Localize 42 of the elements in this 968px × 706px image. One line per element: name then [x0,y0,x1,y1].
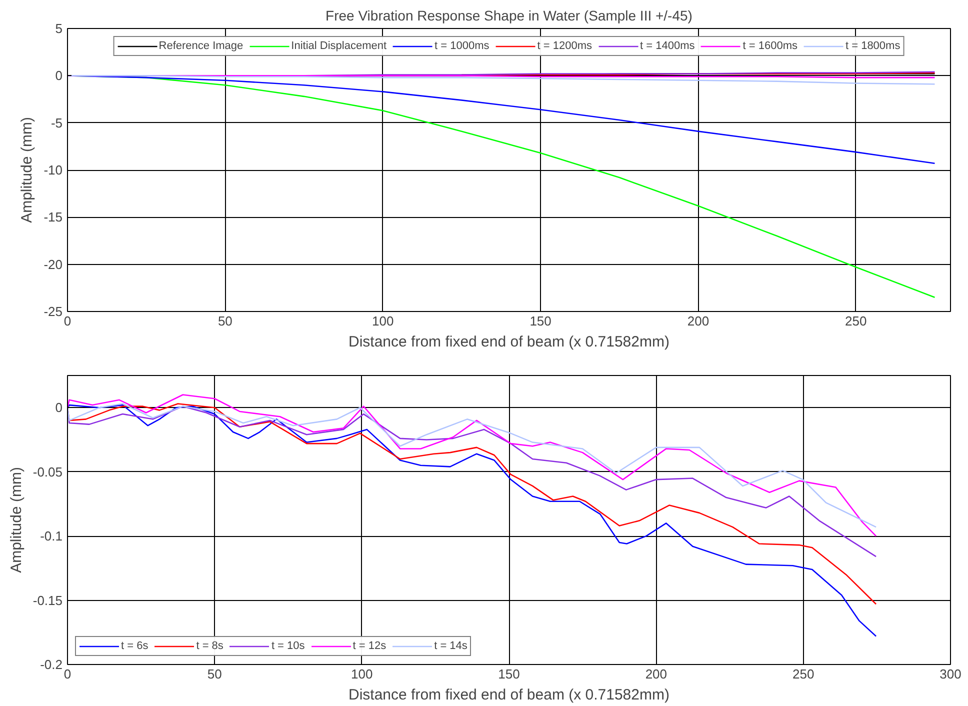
y-tick-label: -0.1 [40,528,63,544]
legend-label: t = 8s [196,640,224,652]
y-tick-label: -20 [44,256,63,272]
x-axis-title: Distance from fixed end of beam (x 0.71582mm) [348,334,670,350]
x-tick-label: 150 [498,666,520,682]
legend-label: t = 1000ms [434,40,490,52]
x-tick-label: 200 [645,666,668,682]
legend-label: Initial Displacement [291,40,387,52]
x-tick-label: 250 [792,666,814,682]
chart-title: Free Vibration Response Shape in Water (Sample III +/-45) [326,8,692,24]
legend-label: t = 1600ms [742,40,798,52]
legend-label: t = 10s [271,640,305,652]
y-tick-label: 0 [55,400,63,416]
x-tick-label: 100 [350,666,373,682]
y-axis-title: Amplitude (mm) [8,467,25,573]
y-axis-title: Amplitude (mm) [18,117,36,223]
y-tick-label: 5 [55,21,63,36]
y-tick-label: -25 [44,304,63,319]
y-tick-label: -0.05 [32,464,63,480]
x-axis-title: Distance from fixed end of beam (x 0.71582mm) [348,686,670,704]
x-tick-label: 150 [530,314,552,328]
legend-label: t = 1800ms [845,40,900,52]
y-tick-label: 0 [55,68,63,84]
legend-label: t = 1400ms [640,40,695,52]
x-tick-label: 300 [940,666,962,682]
y-tick-label: -15 [44,210,63,225]
x-tick-label: 50 [207,666,222,682]
x-tick-label: 100 [372,314,394,328]
y-tick-label: -0.2 [40,657,63,672]
x-tick-label: 200 [687,314,710,328]
line-series [68,75,936,85]
x-tick-label: 50 [218,314,232,328]
y-tick-label: -0.15 [32,592,63,608]
legend-label: t = 6s [121,640,148,652]
x-tick-label: 250 [845,314,867,328]
legend-label: t = 1200ms [537,40,592,52]
legend-label: t = 12s [352,640,386,652]
legend-label: t = 14s [434,640,468,652]
y-tick-label: -5 [50,115,63,130]
y-tick-label: -10 [44,162,63,178]
legend-label: Reference Image [158,40,244,52]
line-series [68,406,877,558]
